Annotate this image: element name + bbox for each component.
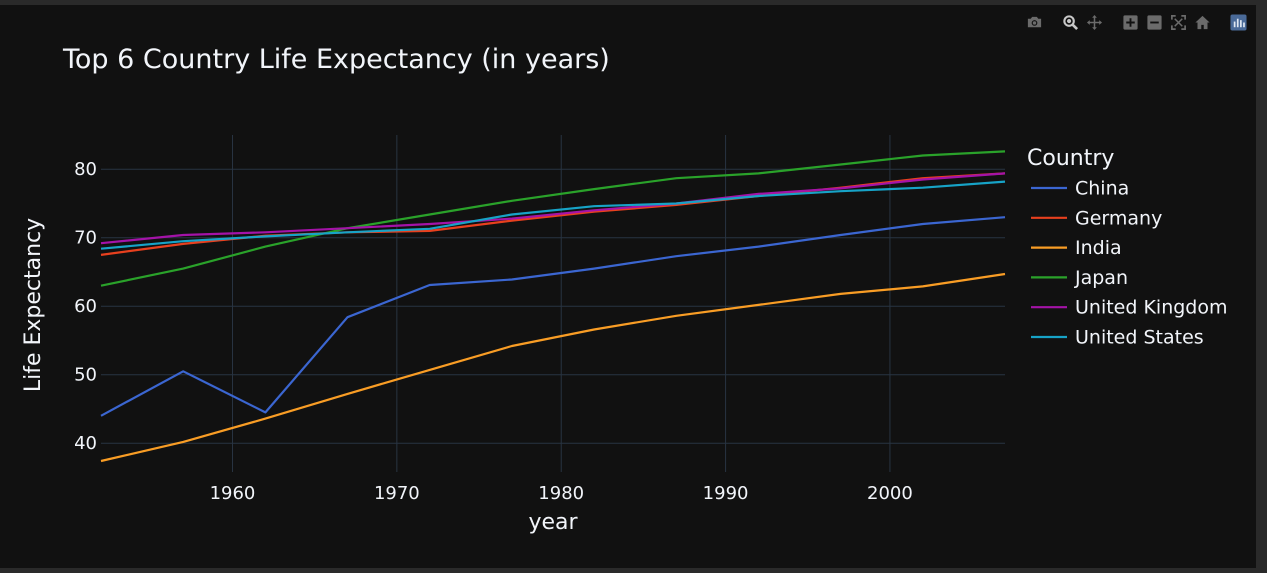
reset-axes-button[interactable] xyxy=(1190,11,1214,33)
zoom-out-icon xyxy=(1146,14,1162,30)
zoom-out-button[interactable] xyxy=(1142,11,1166,33)
y-tick-label: 70 xyxy=(74,228,97,249)
zoom-in-icon xyxy=(1122,14,1138,30)
y-tick-label: 40 xyxy=(74,433,97,454)
legend-label-united-states: United States xyxy=(1075,327,1204,349)
plotly-logo-button[interactable] xyxy=(1226,11,1250,33)
x-tick-label: 1960 xyxy=(210,483,256,504)
zoom-button[interactable] xyxy=(1058,11,1082,33)
legend-label-china: China xyxy=(1075,178,1129,200)
zoom-in-button[interactable] xyxy=(1118,11,1142,33)
series-lines xyxy=(100,150,1006,463)
legend: Country China Germany India Japan United Kin… xyxy=(1027,146,1228,349)
x-axis-title: year xyxy=(528,510,578,535)
modebar-group xyxy=(1226,11,1250,33)
legend-label-india: India xyxy=(1075,237,1122,259)
series-line-china xyxy=(100,216,1006,417)
chart-frame: 1960 1970 1980 1990 2000 40 50 60 70 80 Top 6 Cou… xyxy=(0,5,1256,568)
reset-axes-icon xyxy=(1194,15,1210,29)
modebar-group xyxy=(1058,11,1106,33)
camera-button[interactable] xyxy=(1022,11,1046,33)
legend-items: China Germany India Japan United Kingdom Unit… xyxy=(1031,178,1228,349)
grid-lines xyxy=(101,135,1005,472)
modebar xyxy=(1010,11,1250,33)
y-tick-label: 50 xyxy=(74,365,97,386)
series-line-united-states xyxy=(100,180,1006,250)
series-line-india xyxy=(100,272,1006,463)
x-tick-label: 2000 xyxy=(867,483,913,504)
series-line-japan xyxy=(100,150,1006,287)
legend-label-japan: Japan xyxy=(1074,267,1128,289)
x-tick-label: 1970 xyxy=(374,483,420,504)
series-line-united-kingdom xyxy=(100,172,1006,245)
zoom-icon xyxy=(1062,14,1078,30)
x-tick-label: 1980 xyxy=(538,483,584,504)
chart-title: Top 6 Country Life Expectancy (in years) xyxy=(62,44,610,75)
tick-labels: 1960 1970 1980 1990 2000 40 50 60 70 80 xyxy=(74,159,913,504)
legend-label-united-kingdom: United Kingdom xyxy=(1075,297,1228,319)
modebar-group xyxy=(1022,11,1046,33)
legend-label-germany: Germany xyxy=(1075,207,1162,229)
plotly-logo-icon xyxy=(1229,13,1247,31)
camera-icon xyxy=(1027,16,1041,27)
y-tick-label: 80 xyxy=(74,159,97,180)
autoscale-button[interactable] xyxy=(1166,11,1190,33)
legend-title: Country xyxy=(1027,146,1114,171)
line-chart: 1960 1970 1980 1990 2000 40 50 60 70 80 Top 6 Cou… xyxy=(21,44,1228,535)
x-tick-label: 1990 xyxy=(703,483,749,504)
y-tick-label: 60 xyxy=(74,296,97,317)
pan-icon xyxy=(1086,14,1102,30)
pan-button[interactable] xyxy=(1082,11,1106,33)
modebar-group xyxy=(1118,11,1214,33)
autoscale-icon xyxy=(1170,14,1186,30)
y-axis-title: Life Expectancy xyxy=(21,218,46,392)
